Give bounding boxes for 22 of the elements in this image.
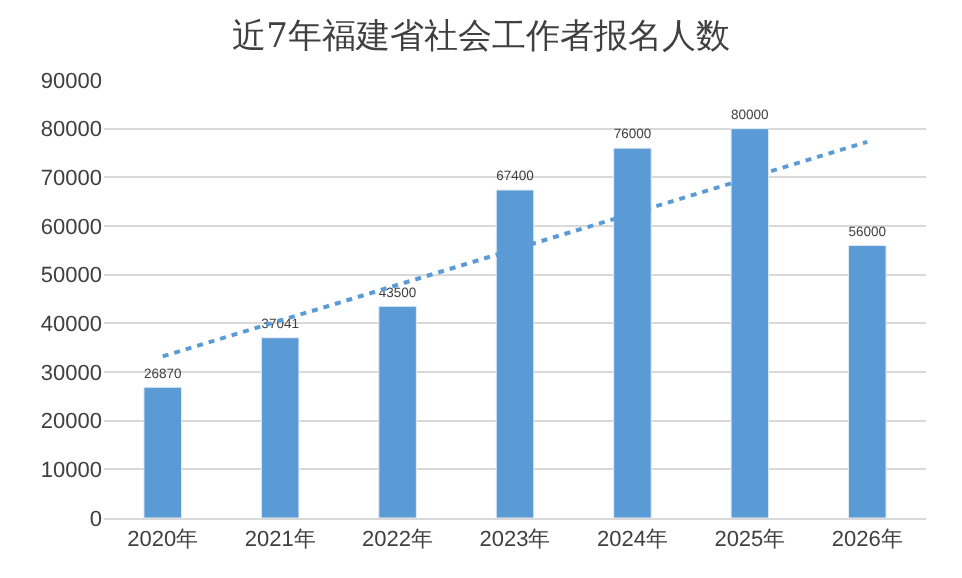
bar	[143, 386, 182, 518]
x-tick-label: 2026年	[831, 528, 903, 553]
x-tick-label: 2022年	[362, 528, 434, 553]
y-tick-label: 80000	[40, 118, 102, 143]
y-tick-label: 40000	[40, 313, 102, 338]
y-tick-label: 0	[89, 507, 102, 532]
bar	[260, 337, 300, 518]
y-tick-label: 30000	[40, 361, 102, 386]
chart-title: 近7年福建省社会工作者报名人数	[232, 16, 730, 57]
x-tick-label: 2024年	[596, 528, 668, 553]
x-tick-label: 2020年	[127, 528, 199, 553]
x-tick-label: 2021年	[244, 528, 316, 553]
x-tick-label: 2023年	[479, 528, 551, 553]
bar	[378, 305, 417, 518]
y-tick-label: 10000	[40, 459, 102, 484]
y-tick-label: 50000	[40, 264, 102, 289]
y-tick-label: 60000	[40, 215, 102, 240]
x-tick-label: 2025年	[714, 528, 786, 553]
y-tick-label: 20000	[40, 410, 102, 435]
y-tick-label: 70000	[40, 167, 102, 192]
y-tick-label: 90000	[40, 69, 102, 94]
bar	[848, 244, 887, 518]
